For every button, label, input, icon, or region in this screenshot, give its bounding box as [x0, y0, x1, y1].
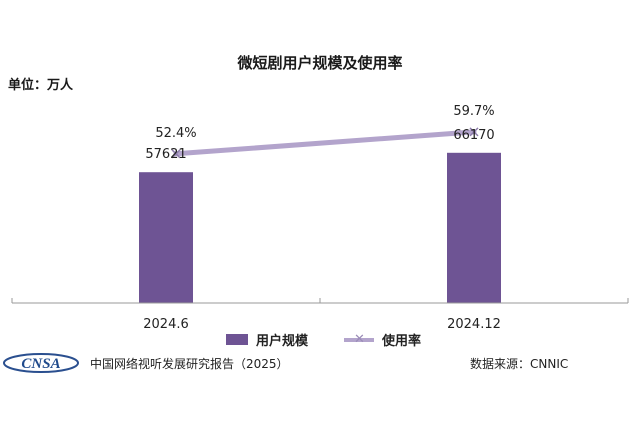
legend-label-users: 用户规模 [256, 334, 309, 349]
legend: 用户规模 ✕ 使用率 [0, 330, 640, 350]
report-title: 中国网络视听发展研究报告（2025） [90, 357, 289, 371]
data-source: 数据来源：CNNIC [470, 357, 569, 371]
rate-value-label: 52.4% [155, 126, 196, 141]
bar-2024.6 [139, 172, 193, 303]
footer: CNSA 中国网络视听发展研究报告（2025） 数据来源：CNNIC [0, 352, 640, 374]
rate-line [173, 129, 477, 157]
legend-swatch-bar [226, 334, 248, 345]
legend-label-rate: 使用率 [382, 334, 422, 349]
x-tick-label: 2024.12 [447, 317, 501, 330]
bar-2024.12 [447, 152, 501, 303]
rate-marker [469, 127, 479, 137]
bar-value-label: 57621 [145, 147, 186, 162]
chart-area: 57621 2024.6 66170 2024.12 52.4% 59.7% [11, 104, 629, 330]
rate-value-label: 59.7% [453, 104, 494, 119]
cnsa-logo: CNSA [3, 353, 79, 373]
legend-item-rate: ✕ 使用率 [344, 330, 421, 349]
x-tick-label: 2024.6 [143, 317, 189, 330]
bar-value-label: 66170 [453, 128, 494, 143]
unit-label: 单位：万人 [8, 78, 74, 93]
legend-swatch-line: ✕ [344, 332, 374, 347]
rate-marker [171, 149, 181, 159]
logo-text: CNSA [21, 356, 60, 372]
chart-title: 微短剧用户规模及使用率 [237, 54, 403, 72]
legend-item-users: 用户规模 [226, 330, 308, 349]
